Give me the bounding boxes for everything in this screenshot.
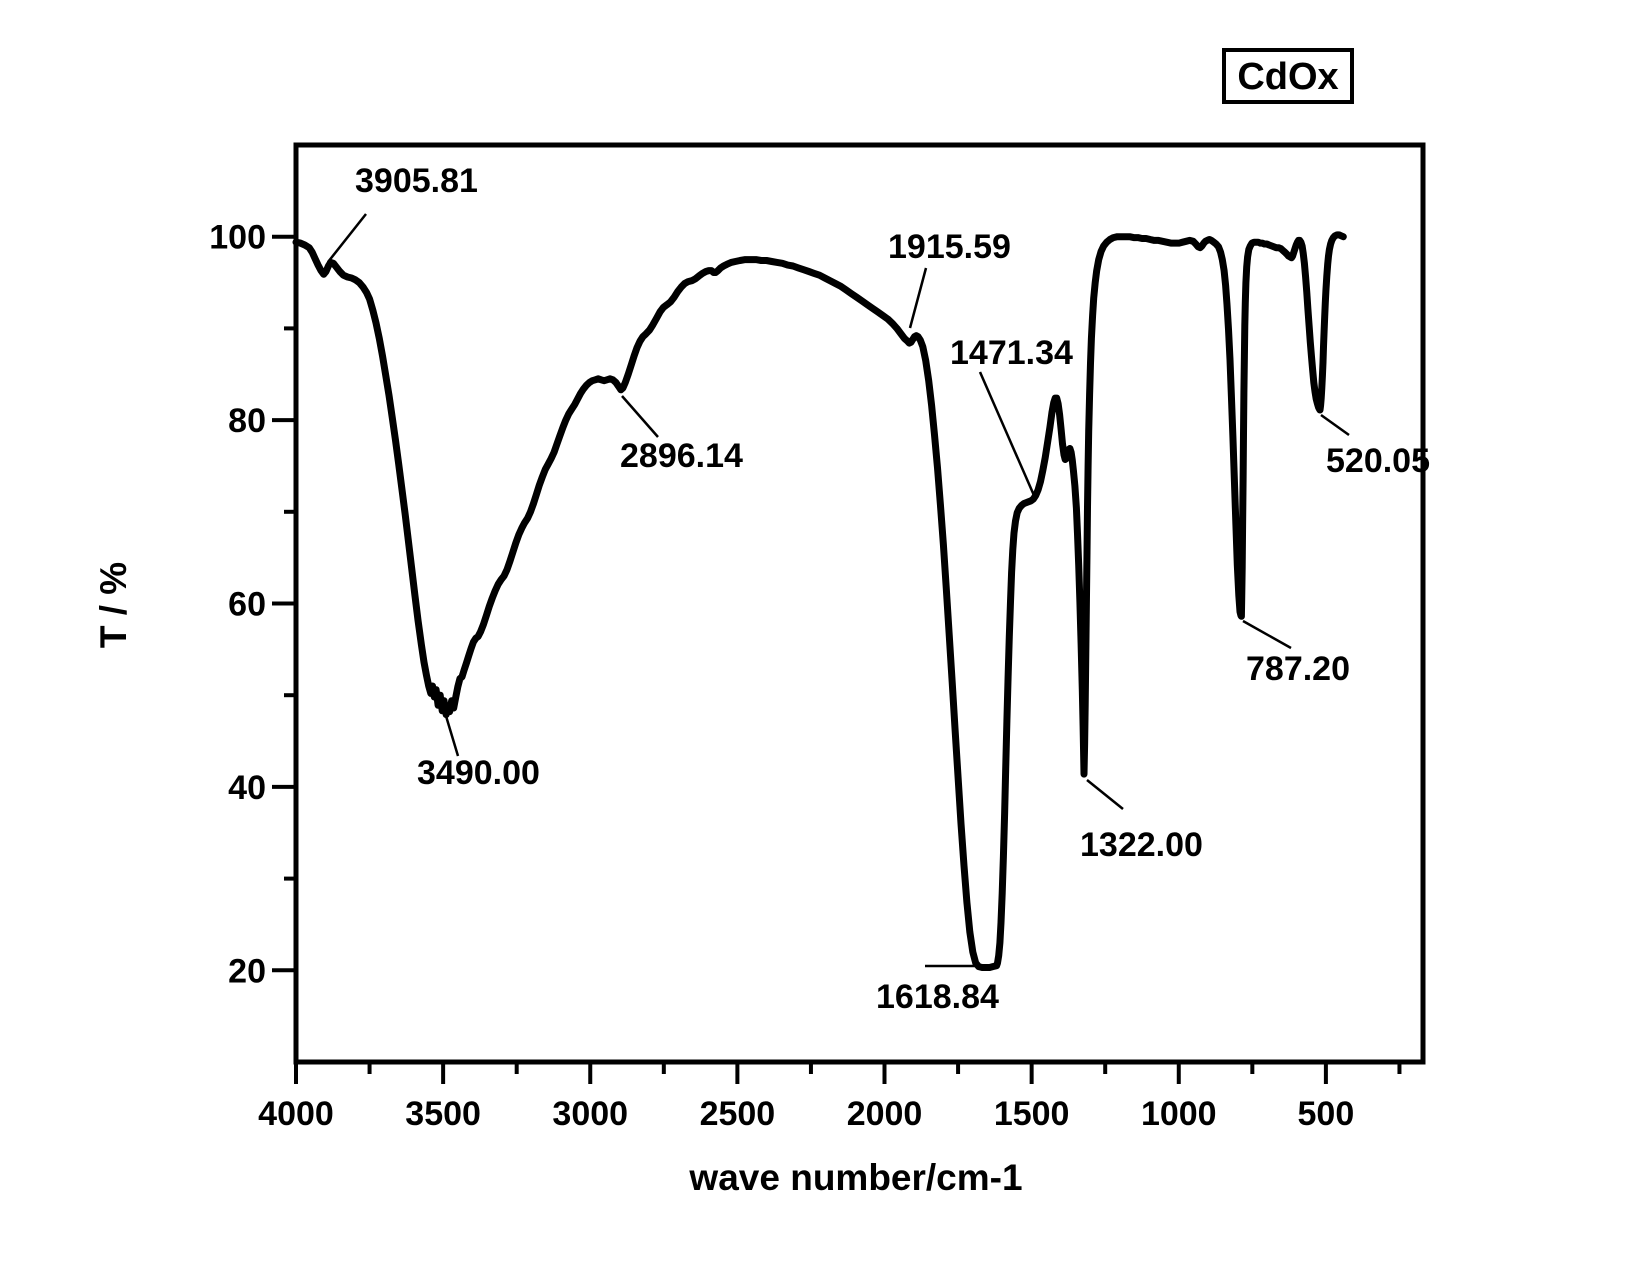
x-tick-label: 2000: [847, 1095, 923, 1133]
y-tick-label: 20: [228, 952, 266, 990]
y-tick-label: 60: [228, 586, 266, 624]
peak-label: 2896.14: [620, 437, 743, 475]
x-tick-label: 1500: [994, 1095, 1070, 1133]
y-tick-label: 80: [228, 402, 266, 440]
peak-label: 1471.34: [950, 334, 1073, 372]
x-tick-label: 4000: [258, 1095, 334, 1133]
x-axis-title: wave number/cm-1: [688, 1157, 1022, 1198]
peak-leader-line: [908, 267, 928, 329]
legend: CdOx: [1222, 48, 1354, 104]
peak-leader-line: [621, 395, 659, 438]
x-tick-label: 2500: [700, 1095, 776, 1133]
x-tick-label: 3000: [552, 1095, 628, 1133]
peak-label: 1915.59: [888, 228, 1011, 266]
x-tick-label: 500: [1298, 1095, 1355, 1133]
legend-label: CdOx: [1237, 56, 1338, 98]
peak-label: 1322.00: [1080, 826, 1203, 864]
peak-label: 3905.81: [355, 162, 478, 200]
plot-border: [293, 142, 1426, 1065]
peak-label: 787.20: [1246, 650, 1350, 688]
axis-tick-labels: 4000 3500 3000 2500 2000 1500 1000 500 100 80 60 40…: [209, 219, 1354, 1133]
legend-box: [1222, 48, 1354, 104]
peak-leader-line: [1086, 779, 1124, 810]
peak-annotations: 3905.81 3490.00 2896.14 1915.59 1471.34 1618.…: [327, 162, 1430, 1016]
peak-leader-line: [1242, 619, 1292, 650]
axis-ticks: [272, 234, 1402, 1084]
y-axis-title: T / %: [93, 562, 134, 648]
x-tick-label: 1000: [1141, 1095, 1217, 1133]
peak-label: 520.05: [1326, 442, 1430, 480]
x-tick-label: 3500: [405, 1095, 481, 1133]
peak-leader-line: [978, 371, 1038, 501]
peak-leader-line: [327, 213, 367, 263]
peak-leader-line: [1320, 413, 1350, 437]
peak-leader-line: [444, 715, 460, 757]
peak-label: 1618.84: [876, 978, 999, 1016]
y-tick-label: 40: [228, 769, 266, 807]
peak-label: 3490.00: [417, 754, 540, 792]
y-tick-label: 100: [209, 219, 266, 257]
